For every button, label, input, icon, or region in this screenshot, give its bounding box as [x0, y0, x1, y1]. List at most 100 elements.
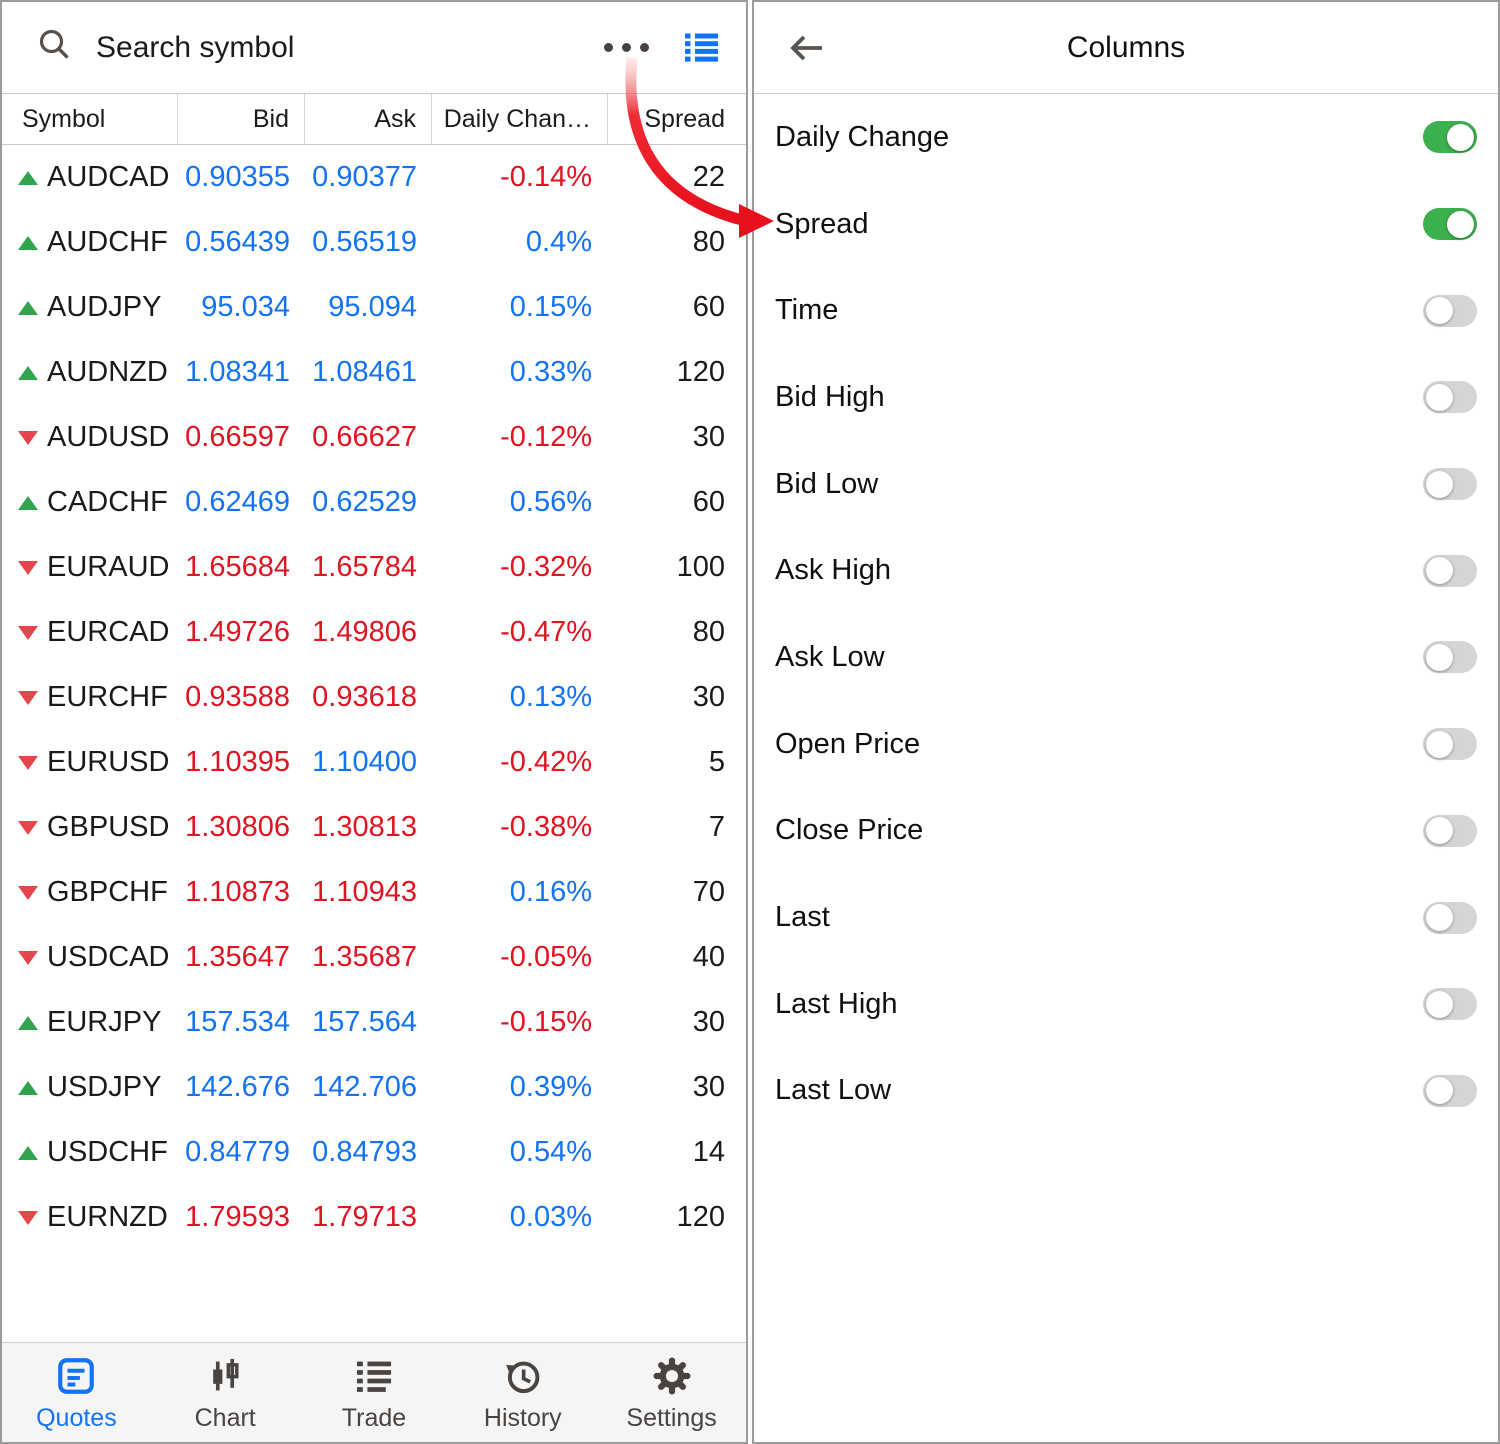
toggle-switch[interactable] — [1423, 901, 1477, 934]
quote-row[interactable]: EURCAD 1.49726 1.49806 -0.47% 80 — [2, 600, 746, 665]
quote-row[interactable]: USDCAD 1.35647 1.35687 -0.05% 40 — [2, 925, 746, 990]
symbol-name: USDCAD — [47, 941, 170, 973]
column-toggle-row[interactable]: Open Price — [754, 701, 1498, 788]
toggle-knob — [1426, 297, 1453, 325]
symbol-name: EURCHF — [47, 681, 168, 713]
toggle-switch[interactable] — [1423, 728, 1477, 761]
quote-row[interactable]: USDCHF 0.84779 0.84793 0.54% 14 — [2, 1120, 746, 1185]
trend-arrow-icon — [18, 690, 38, 705]
quote-row[interactable]: AUDCHF 0.56439 0.56519 0.4% 80 — [2, 210, 746, 275]
symbol-name: CADCHF — [47, 486, 168, 518]
toggle-switch[interactable] — [1423, 468, 1477, 501]
column-toggle-row[interactable]: Close Price — [754, 788, 1498, 875]
quote-row[interactable]: EURAUD 1.65684 1.65784 -0.32% 100 — [2, 535, 746, 600]
toggle-switch[interactable] — [1423, 641, 1477, 674]
quote-row[interactable]: EURCHF 0.93588 0.93618 0.13% 30 — [2, 665, 746, 730]
daily-change-value: 0.33% — [509, 356, 592, 388]
ask-value: 1.35687 — [312, 941, 417, 973]
spread-value: 30 — [692, 421, 725, 453]
column-toggle-row[interactable]: Spread — [754, 181, 1498, 268]
toggle-switch[interactable] — [1423, 554, 1477, 587]
quote-row[interactable]: AUDJPY 95.034 95.094 0.15% 60 — [2, 275, 746, 340]
bottom-tab-bar: Quotes Chart — [2, 1342, 746, 1442]
bid-value: 157.534 — [185, 1006, 290, 1038]
symbol-name: EURUSD — [47, 746, 170, 778]
toggle-switch[interactable] — [1423, 294, 1477, 327]
tab-label: Settings — [626, 1404, 717, 1432]
bid-value: 0.90355 — [185, 161, 290, 193]
quote-row[interactable]: GBPCHF 1.10873 1.10943 0.16% 70 — [2, 860, 746, 925]
search-input[interactable] — [96, 30, 602, 65]
quote-row[interactable]: EURNZD 1.79593 1.79713 0.03% 120 — [2, 1185, 746, 1250]
bid-value: 1.65684 — [185, 551, 290, 583]
edit-symbol-list-button[interactable] — [685, 33, 718, 62]
daily-change-value: -0.15% — [500, 1006, 592, 1038]
column-toggle-row[interactable]: Ask High — [754, 527, 1498, 614]
toggle-switch[interactable] — [1423, 814, 1477, 847]
quote-row[interactable]: GBPUSD 1.30806 1.30813 -0.38% 7 — [2, 795, 746, 860]
tab-settings[interactable]: Settings — [597, 1343, 746, 1442]
ask-value: 0.62529 — [312, 486, 417, 518]
symbol-name: AUDCAD — [47, 161, 170, 193]
list-icon — [685, 33, 718, 62]
spread-value: 120 — [676, 356, 725, 388]
tab-trade[interactable]: Trade — [300, 1343, 449, 1442]
columns-header: Columns — [754, 2, 1498, 94]
column-toggle-row[interactable]: Last — [754, 874, 1498, 961]
toggle-switch[interactable] — [1423, 988, 1477, 1021]
symbol-name: AUDNZD — [47, 356, 168, 388]
chart-candlestick-icon — [213, 1358, 239, 1391]
tab-history[interactable]: History — [448, 1343, 597, 1442]
daily-change-value: 0.13% — [509, 681, 592, 713]
tab-label: Quotes — [36, 1404, 117, 1432]
search-bar[interactable] — [2, 2, 746, 94]
toggle-switch[interactable] — [1423, 381, 1477, 414]
quote-row[interactable]: USDJPY 142.676 142.706 0.39% 30 — [2, 1055, 746, 1120]
symbol-name: AUDCHF — [47, 226, 168, 258]
spread-value: 5 — [708, 746, 725, 778]
column-toggle-row[interactable]: Ask Low — [754, 614, 1498, 701]
spread-value: 100 — [676, 551, 725, 583]
quote-row[interactable]: EURJPY 157.534 157.564 -0.15% 30 — [2, 990, 746, 1055]
column-toggle-row[interactable]: Bid High — [754, 354, 1498, 441]
column-toggle-row[interactable]: Daily Change — [754, 94, 1498, 181]
symbol-name: EURNZD — [47, 1201, 168, 1233]
trend-arrow-icon — [18, 755, 38, 770]
back-button[interactable] — [786, 31, 828, 65]
column-toggle-row[interactable]: Last Low — [754, 1048, 1498, 1135]
toggle-knob — [1426, 383, 1453, 411]
back-arrow-icon — [790, 35, 822, 60]
column-toggle-label: Last — [775, 901, 830, 934]
spread-value: 30 — [692, 681, 725, 713]
toggle-knob — [1426, 904, 1453, 932]
quote-row[interactable]: CADCHF 0.62469 0.62529 0.56% 60 — [2, 470, 746, 535]
bid-value: 1.79593 — [185, 1201, 290, 1233]
bid-value: 1.35647 — [185, 941, 290, 973]
quote-row[interactable]: AUDUSD 0.66597 0.66627 -0.12% 30 — [2, 405, 746, 470]
column-toggle-row[interactable]: Time — [754, 267, 1498, 354]
toggle-switch[interactable] — [1423, 208, 1477, 241]
symbol-name: GBPUSD — [47, 811, 170, 843]
daily-change-value: 0.4% — [525, 226, 592, 258]
toggle-switch[interactable] — [1423, 1074, 1477, 1107]
tab-quotes[interactable]: Quotes — [2, 1343, 151, 1442]
ask-value: 1.10400 — [312, 746, 417, 778]
quote-row[interactable]: AUDCAD 0.90355 0.90377 -0.14% 22 — [2, 145, 746, 210]
daily-change-value: 0.03% — [509, 1201, 592, 1233]
quote-row[interactable]: EURUSD 1.10395 1.10400 -0.42% 5 — [2, 730, 746, 795]
spread-value: 14 — [692, 1136, 725, 1168]
daily-change-value: -0.38% — [500, 811, 592, 843]
quote-row[interactable]: AUDNZD 1.08341 1.08461 0.33% 120 — [2, 340, 746, 405]
daily-change-value: -0.32% — [500, 551, 592, 583]
trend-arrow-icon — [18, 1210, 38, 1225]
column-toggle-row[interactable]: Last High — [754, 961, 1498, 1048]
column-toggle-row[interactable]: Bid Low — [754, 441, 1498, 528]
toggle-switch[interactable] — [1423, 121, 1477, 154]
column-header-daily-change: Daily Chan… — [432, 94, 608, 144]
more-options-button[interactable] — [602, 37, 651, 58]
ask-value: 1.08461 — [312, 356, 417, 388]
column-toggle-label: Spread — [775, 207, 869, 240]
tab-chart[interactable]: Chart — [151, 1343, 300, 1442]
trend-arrow-icon — [18, 300, 38, 315]
